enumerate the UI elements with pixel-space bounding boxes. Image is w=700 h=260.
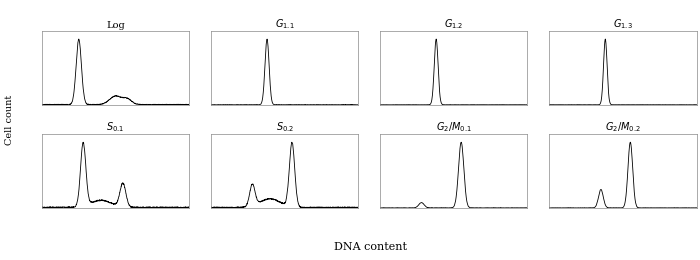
Title: $G_2/M_{0.2}$: $G_2/M_{0.2}$ [606,121,640,134]
Title: $G_{1.3}$: $G_{1.3}$ [613,17,633,31]
Title: $S_{0.2}$: $S_{0.2}$ [276,121,293,134]
Title: Log: Log [106,21,125,30]
Title: $G_2/M_{0.1}$: $G_2/M_{0.1}$ [436,121,472,134]
Title: $S_{0.1}$: $S_{0.1}$ [106,121,125,134]
Title: $G_{1.2}$: $G_{1.2}$ [444,17,463,31]
Text: Cell count: Cell count [5,94,13,145]
Text: DNA content: DNA content [335,242,407,252]
Title: $G_{1.1}$: $G_{1.1}$ [275,17,295,31]
